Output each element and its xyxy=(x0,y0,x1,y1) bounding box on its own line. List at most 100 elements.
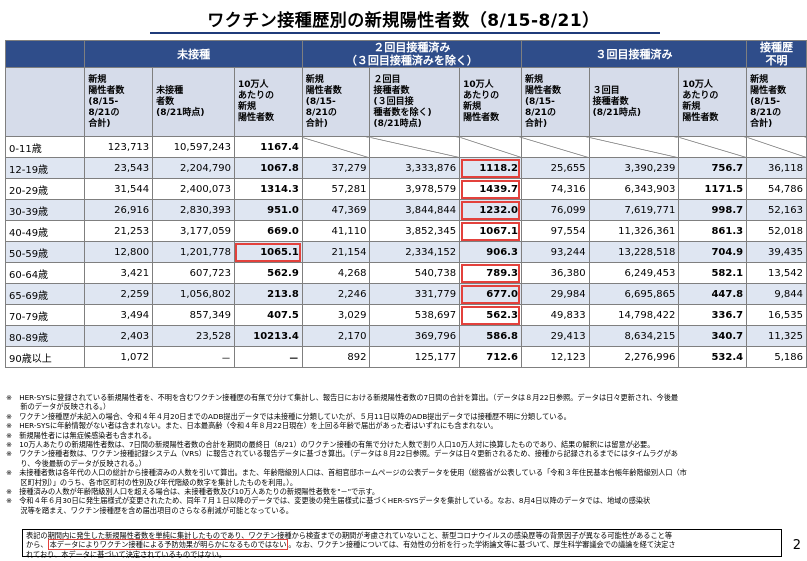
table-row: 70-79歳 3,494 857,349 407.5 3,029 538,697 562.3… xyxy=(4,304,807,326)
footnote-line: ※ ワクチン接種歴が未記入の場合、令和４年４月20日までのADB提出データでは未… xyxy=(6,411,571,421)
table-cell-s-pop: 3,844,844 xyxy=(369,199,461,221)
table-cell-u-new: 123,713 xyxy=(84,136,154,158)
table-cell-u-new: 2,259 xyxy=(84,283,154,305)
group-unknown: 接種歴 不明 xyxy=(746,40,807,68)
table-cell-t-rate: 1171.5 xyxy=(678,178,748,200)
group-unknown-line2: 不明 xyxy=(765,54,788,67)
table-cell-u-rate: 669.0 xyxy=(233,220,303,242)
age-group-cell: 80-89歳 xyxy=(4,325,86,347)
age-group-cell: 30-39歳 xyxy=(4,199,86,221)
table-cell-u-pop: 1,056,802 xyxy=(152,283,235,305)
table-cell-t-new: 12,123 xyxy=(520,346,590,368)
table-cell-u-new: 1,072 xyxy=(84,346,154,368)
age-group-cell: 20-29歳 xyxy=(4,178,86,200)
disclaimer-line2c: 。なお、ワクチン接種については、有効性の分析を行った学術論文等に基づいて、厚生科… xyxy=(288,540,676,550)
table-cell-u-rate: 1067.8 xyxy=(233,157,303,179)
sub-unvac-new: 新規 陽性者数 (8/15- 8/21の 合計) xyxy=(84,67,154,137)
table-cell-t-new: 76,099 xyxy=(520,199,590,221)
corner-cell xyxy=(4,40,86,68)
table-cell-t-rate: 336.7 xyxy=(678,304,748,326)
table-cell-u-new: 3,494 xyxy=(84,304,154,326)
table-cell-t-new: 49,833 xyxy=(520,304,590,326)
age-group-cell: 0-11歳 xyxy=(4,136,86,158)
table-cell-t-rate: 861.3 xyxy=(678,220,748,242)
disclaimer-highlight: 本データによりワクチン接種による予防効果が明らかになるものではない xyxy=(47,539,289,551)
table-cell-u-new: 23,543 xyxy=(84,157,154,179)
table-cell-s-pop: 125,177 xyxy=(369,346,461,368)
table-cell-t-pop: 6,343,903 xyxy=(588,178,680,200)
disclaimer-line2a: から、 xyxy=(26,540,48,550)
table-cell-t-rate: 998.7 xyxy=(678,199,748,221)
table-cell-unk: 16,535 xyxy=(746,304,807,326)
table-cell-s-pop: 2,334,152 xyxy=(369,241,461,263)
table-cell-t-new: 97,554 xyxy=(520,220,590,242)
footnote-line: ※ 令和４年６月30日に発生届様式が変更されたため、同年７月１日以降のデータでは… xyxy=(6,496,651,506)
table-cell-s-rate: 677.0 xyxy=(459,283,522,305)
table-cell-t-rate: 704.9 xyxy=(678,241,748,263)
group-second-line1: ２回目接種済み xyxy=(373,41,451,54)
disclaimer-line3: れており、本データに基づいて決定されているものではない。 xyxy=(26,549,227,559)
table-cell-s-rate: 586.8 xyxy=(459,325,522,347)
age-group-cell: 50-59歳 xyxy=(4,241,86,263)
age-group-cell: 70-79歳 xyxy=(4,304,86,326)
page-number: 2 xyxy=(792,538,801,553)
table-cell-t-pop: 8,634,215 xyxy=(588,325,680,347)
table-cell-unk: 5,186 xyxy=(746,346,807,368)
footnote-line: 区町村別）」のうち、各市区町村の性別及び年代階級の数字を集計したものを利用。）。 xyxy=(6,477,298,487)
page-title: ワクチン接種歴別の新規陽性者数（8/15-8/21） xyxy=(207,11,600,31)
table-cell-unk: 9,844 xyxy=(746,283,807,305)
table-row: 90歳以上 1,072 －－ 892 125,177 712.6 12,123 2,276,9… xyxy=(4,346,807,368)
sub-second-new: 新規 陽性者数 (8/15- 8/21の 合計) xyxy=(301,67,371,137)
age-group-cell: 12-19歳 xyxy=(4,157,86,179)
table-row: 80-89歳 2,403 23,528 10213.4 2,170 369,796 586.… xyxy=(4,325,807,347)
sub-unknown-new: 新規 陽性者数 (8/15- 8/21の 合計) xyxy=(746,67,807,137)
table-cell-u-pop: － xyxy=(152,346,235,368)
sub-unvac-count: 未接種 者数 (8/21時点) xyxy=(152,67,235,137)
table-cell-s-new: 37,279 xyxy=(301,157,371,179)
table-cell-s-new: 3,029 xyxy=(301,304,371,326)
table-cell-u-pop: 10,597,243 xyxy=(152,136,235,158)
table-cell-s-new: 892 xyxy=(301,346,371,368)
table-cell-s-pop: 538,697 xyxy=(369,304,461,326)
footnote-line: ※ HER-SYSに年齢情報がない者は含まれない。また、日本最高齢（令和４年８月… xyxy=(6,421,498,431)
table-cell-unk xyxy=(746,136,807,158)
table-cell-t-pop xyxy=(588,136,680,158)
table-cell-u-pop: 23,528 xyxy=(152,325,235,347)
table-cell-u-rate: － xyxy=(233,346,303,368)
table-cell-u-rate: 562.9 xyxy=(233,262,303,284)
table-cell-u-new: 12,800 xyxy=(84,241,154,263)
table-cell-s-rate: 1439.7 xyxy=(459,178,522,200)
age-group-cell: 40-49歳 xyxy=(4,220,86,242)
table-cell-u-new: 2,403 xyxy=(84,325,154,347)
footnote-line: ※ HER-SYSに登録されている新規陽性者を、不明を含むワクチン接種歴の有無で… xyxy=(6,393,679,402)
table-cell-s-pop: 3,852,345 xyxy=(369,220,461,242)
table-cell-s-new xyxy=(301,136,371,158)
table-cell-t-pop: 7,619,771 xyxy=(588,199,680,221)
table-cell-unk: 39,435 xyxy=(746,241,807,263)
table-cell-s-pop: 3,333,876 xyxy=(369,157,461,179)
group-third-dose: ３回目接種済み xyxy=(520,40,748,68)
table-cell-t-pop: 2,276,996 xyxy=(588,346,680,368)
age-group-cell: 90歳以上 xyxy=(4,346,86,368)
table-row: 12-19歳 23,543 2,204,790 1067.8 37,279 3,333,8… xyxy=(4,157,807,179)
table-cell-u-new: 21,253 xyxy=(84,220,154,242)
table-cell-t-new: 74,316 xyxy=(520,178,590,200)
age-group-cell: 65-69歳 xyxy=(4,283,86,305)
table-row: 40-49歳 21,253 3,177,059 669.0 41,110 3,852,34… xyxy=(4,220,807,242)
table-row: 20-29歳 31,544 2,400,073 1314.3 57,281 3,978,5… xyxy=(4,178,807,200)
table-cell-s-new: 4,268 xyxy=(301,262,371,284)
table-row: 65-69歳 2,259 1,056,802 213.8 2,246 331,779 677… xyxy=(4,283,807,305)
group-unknown-line1: 接種歴 xyxy=(760,41,794,54)
table-cell-s-pop xyxy=(369,136,461,158)
table-cell-t-rate xyxy=(678,136,748,158)
sub-third-rate: 10万人 あたりの 新規 陽性者数 xyxy=(678,67,748,137)
table-cell-t-rate: 582.1 xyxy=(678,262,748,284)
table-row: 60-64歳 3,421 607,723 562.9 4,268 540,738 789.3… xyxy=(4,262,807,284)
sub-third-count: ３回目 接種者数 (8/21時点) xyxy=(588,67,680,137)
table-cell-s-rate: 712.6 xyxy=(459,346,522,368)
table-cell-s-rate: 906.3 xyxy=(459,241,522,263)
table-row: 50-59歳 12,800 1,201,778 1065.1 21,154 2,334,1… xyxy=(4,241,807,263)
table-cell-t-new xyxy=(520,136,590,158)
footnote-line: 新のデータが反映される。） xyxy=(6,402,111,412)
table-cell-s-rate: 1232.0 xyxy=(459,199,522,221)
